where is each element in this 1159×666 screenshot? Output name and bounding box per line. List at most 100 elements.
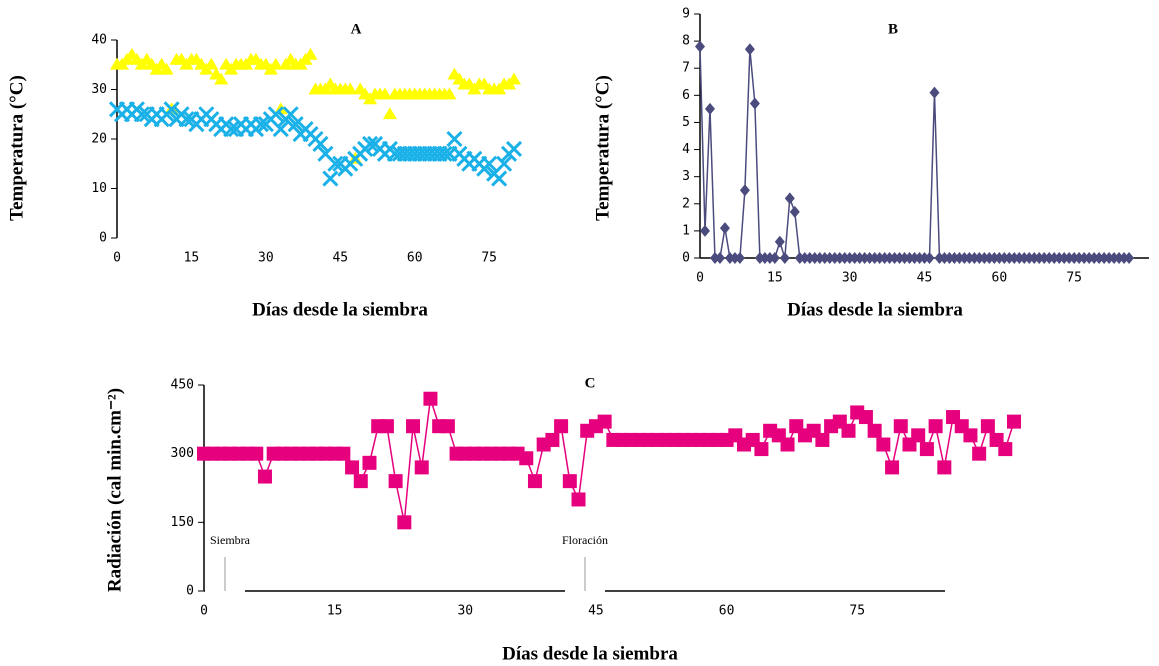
y-tick-label: 150 (171, 515, 194, 530)
x-tick-label: 45 (332, 251, 348, 266)
x-tick-label: 75 (481, 251, 497, 266)
x-tick-label: 30 (842, 271, 858, 286)
marker (440, 419, 455, 434)
y-tick-label: 10 (91, 181, 107, 196)
marker (739, 184, 750, 197)
chart-title: A (351, 21, 362, 37)
marker (571, 492, 586, 507)
chart-title: B (888, 21, 898, 37)
marker (699, 224, 710, 237)
y-tick-label: 4 (682, 142, 690, 157)
marker (336, 446, 351, 461)
y-tick-label: 0 (682, 251, 690, 266)
y-tick-label: 0 (186, 584, 194, 599)
marker (491, 170, 508, 187)
marker (423, 391, 438, 406)
marker (362, 455, 377, 470)
x-tick-label: 0 (113, 251, 121, 266)
x-tick-label: 75 (849, 604, 865, 619)
marker (719, 222, 730, 235)
marker (780, 437, 795, 452)
marker (1124, 252, 1135, 264)
marker (924, 252, 935, 264)
marker (446, 130, 463, 148)
marker (414, 460, 429, 475)
x-tick-label: 15 (184, 251, 200, 266)
marker (963, 428, 978, 443)
marker (562, 474, 577, 489)
marker (345, 460, 360, 475)
chart: A Días desde la siembra Temperatura (°C) 0 1… (6, 21, 523, 320)
x-tick-label: 60 (407, 251, 423, 266)
marker (885, 460, 900, 475)
annotation: Siembra (210, 533, 251, 547)
x-tick-label: 60 (992, 271, 1008, 286)
x-tick-label: 60 (719, 604, 735, 619)
marker (754, 442, 769, 457)
marker (312, 135, 329, 153)
marker (436, 145, 453, 162)
y-tick-label: 3 (682, 169, 690, 184)
marker (282, 106, 299, 123)
marker (133, 106, 150, 123)
marker (1007, 414, 1021, 429)
marker (714, 252, 725, 264)
y-tick-label: 1 (682, 223, 690, 238)
y-axis-label: Radiación (cal min.cm⁻²) (104, 388, 125, 592)
marker (406, 419, 421, 434)
marker (876, 437, 891, 452)
y-axis-label: Temperatura (°C) (6, 75, 27, 221)
y-tick-label: 40 (91, 33, 107, 48)
marker (527, 474, 542, 489)
marker (343, 82, 358, 95)
x-tick-label: 30 (258, 251, 274, 266)
marker (704, 102, 715, 115)
marker (789, 205, 800, 218)
x-axis-label: Días desde la siembra (787, 299, 963, 320)
marker (545, 432, 560, 447)
marker (379, 419, 394, 434)
marker (919, 442, 934, 457)
y-axis-label: Temperatura (°C) (592, 75, 613, 221)
y-tick-label: 5 (682, 115, 690, 130)
x-axis-label: Días desde la siembra (252, 299, 428, 320)
marker (481, 155, 498, 172)
marker (382, 107, 397, 120)
marker (163, 101, 180, 118)
marker (507, 72, 521, 85)
y-tick-label: 9 (682, 7, 690, 22)
marker (972, 446, 987, 461)
marker (178, 111, 195, 128)
marker (252, 116, 269, 133)
y-tick-label: 20 (91, 132, 107, 147)
marker (268, 57, 283, 70)
marker (519, 451, 534, 466)
marker (353, 474, 368, 489)
x-tick-label: 15 (327, 604, 343, 619)
x-tick-label: 45 (588, 604, 604, 619)
marker (928, 419, 943, 434)
marker (867, 423, 882, 438)
marker (257, 469, 272, 484)
marker (841, 423, 856, 438)
chart: C Días desde la siembra Radiación (cal min… (104, 375, 1021, 664)
marker (204, 57, 219, 70)
y-tick-label: 6 (682, 88, 690, 103)
y-tick-label: 0 (99, 231, 107, 246)
marker (929, 86, 940, 99)
marker (442, 87, 457, 100)
marker (774, 235, 785, 248)
y-tick-label: 8 (682, 34, 690, 49)
marker (327, 155, 344, 172)
marker (272, 121, 289, 138)
marker (159, 62, 174, 75)
y-tick-label: 300 (171, 446, 194, 461)
marker (303, 47, 318, 60)
marker (597, 414, 612, 429)
marker (695, 40, 705, 53)
y-tick-label: 30 (91, 82, 107, 97)
marker (734, 252, 745, 264)
marker (388, 474, 403, 489)
marker (779, 252, 790, 264)
